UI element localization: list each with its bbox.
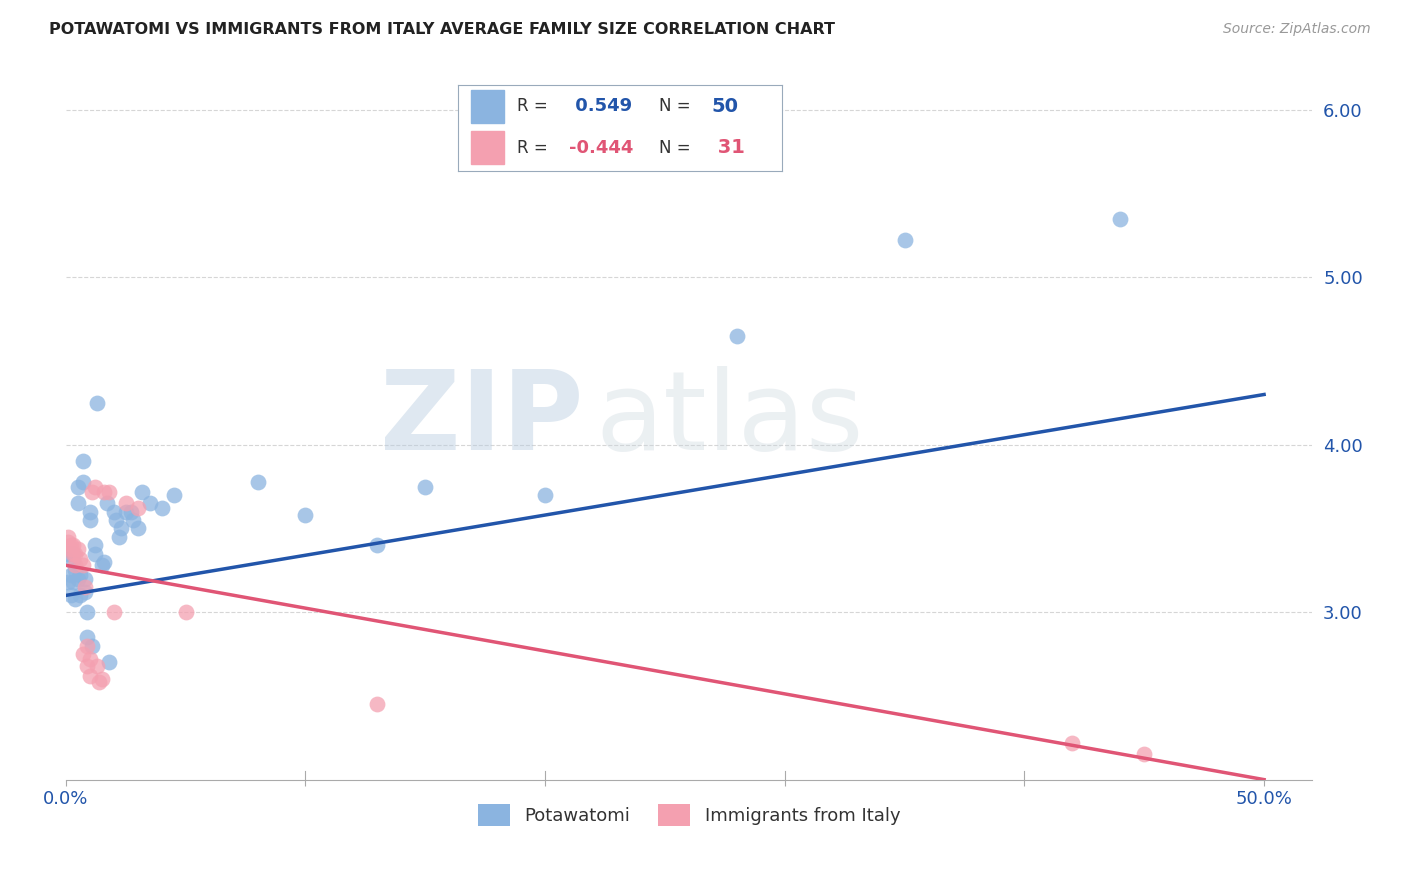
Point	[294, 508, 316, 522]
Point	[73, 572, 96, 586]
Point	[79, 652, 101, 666]
Point	[65, 558, 87, 573]
Point	[86, 658, 108, 673]
Point	[366, 698, 388, 712]
Text: Source: ZipAtlas.com: Source: ZipAtlas.com	[1223, 22, 1371, 37]
Point	[893, 234, 915, 248]
Point	[90, 558, 112, 573]
Point	[65, 563, 87, 577]
Point	[59, 538, 82, 552]
Point	[62, 555, 84, 569]
Point	[93, 484, 115, 499]
Point	[62, 538, 84, 552]
Point	[114, 505, 136, 519]
Point	[86, 396, 108, 410]
Point	[90, 672, 112, 686]
Point	[72, 558, 94, 573]
Point	[79, 513, 101, 527]
Point	[69, 589, 91, 603]
Point	[82, 484, 104, 499]
Point	[66, 496, 89, 510]
Point	[127, 501, 149, 516]
Point	[76, 605, 98, 619]
Point	[120, 505, 142, 519]
Point	[62, 547, 84, 561]
Point	[138, 496, 160, 510]
Point	[62, 574, 84, 589]
Point	[97, 656, 120, 670]
Point	[76, 630, 98, 644]
Point	[73, 580, 96, 594]
Point	[83, 547, 105, 561]
Text: ZIP: ZIP	[380, 366, 583, 473]
Point	[107, 530, 129, 544]
Point	[725, 329, 748, 343]
Point	[58, 534, 80, 549]
Point	[66, 572, 89, 586]
Point	[58, 530, 80, 544]
Point	[1133, 747, 1156, 762]
Point	[105, 513, 128, 527]
Point	[534, 488, 557, 502]
Text: POTAWATOMI VS IMMIGRANTS FROM ITALY AVERAGE FAMILY SIZE CORRELATION CHART: POTAWATOMI VS IMMIGRANTS FROM ITALY AVER…	[49, 22, 835, 37]
Point	[246, 475, 269, 489]
Point	[83, 538, 105, 552]
Point	[72, 647, 94, 661]
Point	[59, 541, 82, 556]
Point	[1062, 736, 1084, 750]
Point	[413, 479, 436, 493]
Point	[58, 574, 80, 589]
Point	[72, 454, 94, 468]
Point	[65, 547, 87, 561]
Point	[122, 513, 145, 527]
Point	[110, 521, 132, 535]
Point	[127, 521, 149, 535]
Point	[72, 475, 94, 489]
Point	[65, 591, 87, 606]
Point	[366, 538, 388, 552]
Point	[82, 639, 104, 653]
Point	[76, 658, 98, 673]
Point	[69, 551, 91, 566]
Point	[83, 479, 105, 493]
Point	[79, 669, 101, 683]
Point	[114, 496, 136, 510]
Point	[66, 479, 89, 493]
Point	[66, 541, 89, 556]
Point	[79, 505, 101, 519]
Point	[93, 555, 115, 569]
Point	[73, 585, 96, 599]
Point	[103, 505, 125, 519]
Point	[150, 501, 173, 516]
Point	[96, 496, 118, 510]
Point	[131, 484, 153, 499]
Point	[103, 605, 125, 619]
Point	[58, 547, 80, 561]
Point	[89, 675, 111, 690]
Text: atlas: atlas	[596, 366, 863, 473]
Point	[163, 488, 186, 502]
Point	[69, 568, 91, 582]
Point	[76, 639, 98, 653]
Point	[1109, 211, 1132, 226]
Point	[62, 547, 84, 561]
Legend: Potawatomi, Immigrants from Italy: Potawatomi, Immigrants from Italy	[468, 796, 910, 836]
Point	[59, 589, 82, 603]
Point	[97, 484, 120, 499]
Point	[174, 605, 197, 619]
Point	[59, 568, 82, 582]
